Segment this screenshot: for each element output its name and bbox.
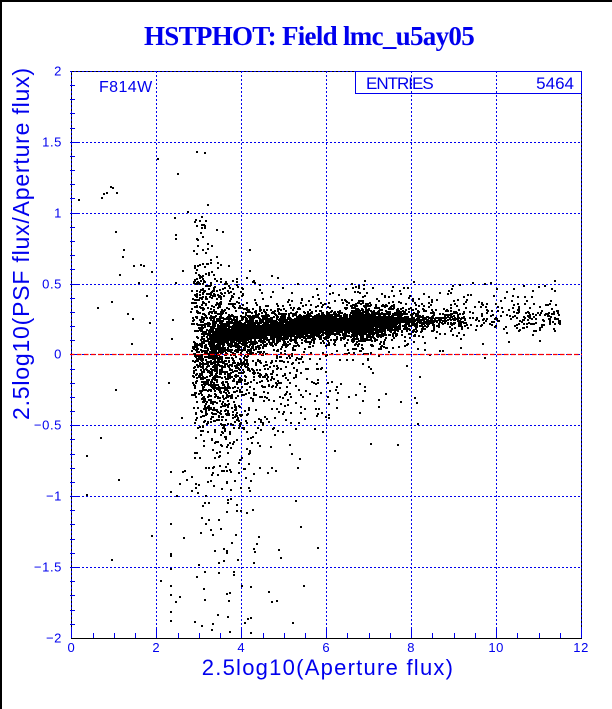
svg-text:0.5: 0.5 [42, 277, 62, 292]
svg-text:HSTPHOT: Field lmc_u5ay05: HSTPHOT: Field lmc_u5ay05 [144, 21, 474, 51]
svg-text:−2: −2 [46, 631, 62, 646]
svg-text:8: 8 [407, 640, 415, 655]
svg-text:−1.5: −1.5 [34, 560, 62, 575]
svg-text:2.5log10(PSF flux/Aperture flu: 2.5log10(PSF flux/Aperture flux) [8, 67, 34, 420]
svg-text:2: 2 [152, 640, 160, 655]
svg-text:F814W: F814W [99, 79, 153, 96]
svg-text:0: 0 [54, 347, 62, 362]
svg-text:10: 10 [488, 640, 504, 655]
svg-text:0: 0 [67, 640, 75, 655]
svg-text:6: 6 [322, 640, 330, 655]
svg-text:2: 2 [54, 64, 62, 79]
svg-text:1.5: 1.5 [42, 135, 62, 150]
svg-text:1: 1 [54, 206, 62, 221]
svg-text:2.5log10(Aperture flux): 2.5log10(Aperture flux) [202, 655, 455, 680]
svg-text:−1: −1 [46, 489, 62, 504]
svg-text:ENTRIES: ENTRIES [366, 74, 433, 93]
svg-text:−0.5: −0.5 [34, 418, 62, 433]
svg-text:5464: 5464 [536, 74, 574, 93]
svg-text:4: 4 [237, 640, 245, 655]
svg-text:12: 12 [573, 640, 589, 655]
